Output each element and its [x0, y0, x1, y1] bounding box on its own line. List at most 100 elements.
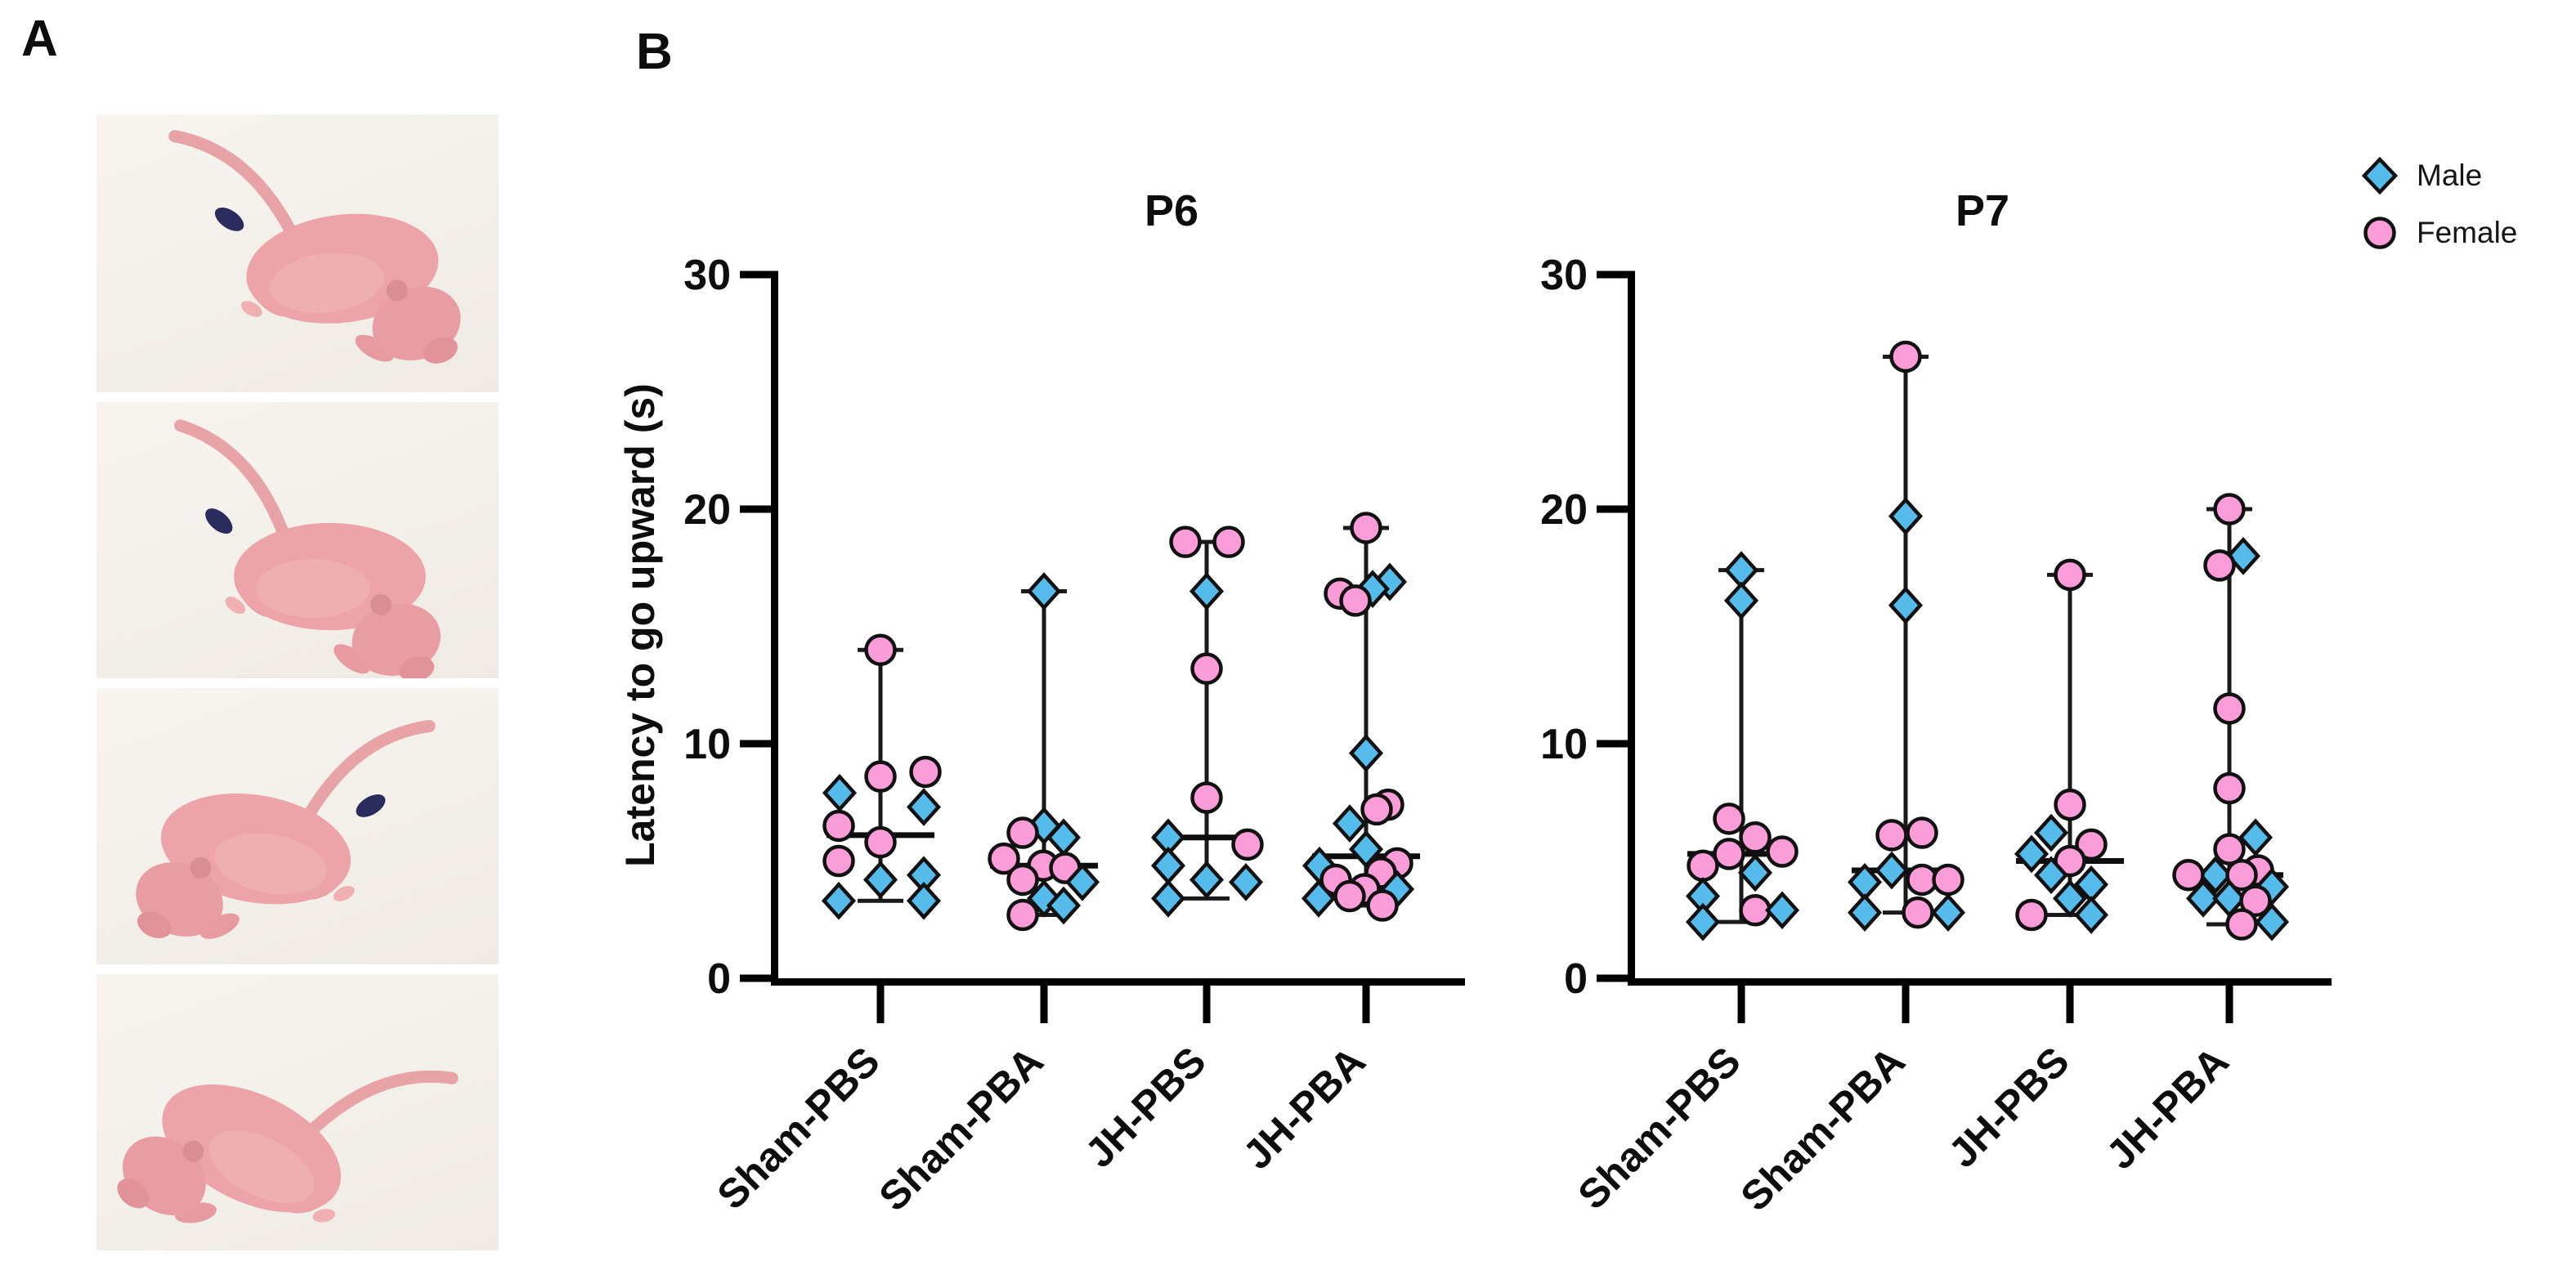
- data-point-male: [2254, 902, 2290, 941]
- ink-mark: [214, 207, 244, 231]
- data-point-male: [2225, 537, 2261, 575]
- data-point-female: [1360, 793, 1393, 826]
- data-point-male: [906, 881, 942, 920]
- category-label: Sham-PBS: [708, 1038, 888, 1218]
- legend: Male Female: [2361, 157, 2517, 252]
- data-point-female: [1713, 838, 1745, 870]
- data-point-male: [2014, 834, 2050, 874]
- data-point-female: [1366, 889, 1399, 922]
- y-tick-label: 20: [1540, 486, 1588, 534]
- female-circle-icon: [2363, 217, 2396, 249]
- data-point-male: [2197, 856, 2233, 895]
- panel-b-label: B: [636, 24, 674, 80]
- mouse-pup-photo: [96, 114, 499, 392]
- data-point-male: [1348, 830, 1384, 869]
- data-point-female: [1713, 803, 1745, 835]
- data-point-male: [2185, 879, 2221, 918]
- data-point-female: [1339, 584, 1372, 617]
- category-label: JH-PBA: [1234, 1038, 1374, 1178]
- data-point-male: [1150, 846, 1186, 885]
- y-axis-title: Latency to go upward (s): [617, 383, 663, 867]
- data-point-female: [2054, 558, 2086, 592]
- data-point-male: [1026, 572, 1062, 610]
- data-point-male: [1189, 861, 1225, 899]
- data-point-female: [1006, 816, 1039, 849]
- data-point-female: [2225, 858, 2258, 892]
- data-point-male: [1764, 891, 1800, 930]
- data-point-male: [2033, 856, 2069, 895]
- legend-item-male: Male: [2361, 157, 2517, 195]
- legend-label-male: Male: [2417, 159, 2483, 192]
- ink-mark: [205, 508, 233, 534]
- data-point-male: [1301, 879, 1337, 918]
- data-point-male: [1064, 862, 1100, 901]
- y-tick-label: 0: [1564, 955, 1588, 1003]
- y-tick-label: 30: [683, 252, 731, 299]
- data-point-female: [1739, 821, 1772, 854]
- data-point-female: [1902, 896, 1934, 929]
- data-point-female: [1906, 816, 1938, 849]
- category-label: JH-PBS: [1077, 1038, 1215, 1176]
- panel-a-label: A: [21, 11, 59, 67]
- category-label: Sham-PBA: [870, 1038, 1051, 1219]
- data-point-male: [1332, 804, 1368, 843]
- data-point-female: [1333, 879, 1366, 913]
- data-point-male: [1930, 893, 1966, 932]
- data-point-female: [2172, 858, 2205, 892]
- data-point-male: [1723, 581, 1759, 620]
- data-point-female: [864, 825, 897, 859]
- data-point-male: [822, 773, 858, 812]
- data-point-female: [822, 844, 855, 878]
- data-point-female: [2015, 898, 2048, 932]
- y-tick-label: 20: [683, 486, 731, 534]
- category-label: Sham-PBA: [1732, 1038, 1913, 1219]
- data-point-male: [1228, 862, 1264, 901]
- data-point-female: [2213, 771, 2246, 805]
- data-point-female: [988, 842, 1020, 875]
- data-point-female: [2213, 493, 2246, 525]
- data-point-male: [2052, 879, 2088, 918]
- chart-title: P6: [1145, 186, 1198, 235]
- data-point-male: [1888, 497, 1924, 535]
- data-point-male: [1046, 886, 1082, 925]
- data-point-male: [1348, 734, 1384, 772]
- mouse-pup-illustration: [136, 719, 436, 939]
- data-point-male: [1150, 879, 1186, 918]
- data-point-male: [1189, 572, 1225, 610]
- data-point-male: [2073, 896, 2109, 934]
- data-point-female: [864, 760, 897, 793]
- mouse-pup-photo: [96, 974, 499, 1250]
- data-point-male: [1685, 902, 1721, 941]
- ink-mark: [356, 794, 386, 817]
- data-point-female: [2225, 908, 2258, 941]
- category-label: JH-PBA: [2098, 1038, 2238, 1178]
- data-point-male: [1888, 586, 1924, 625]
- y-tick-label: 30: [1540, 252, 1588, 299]
- data-point-female: [1350, 512, 1382, 544]
- data-point-female: [822, 809, 855, 843]
- mouse-pup-photo: [96, 688, 499, 964]
- data-point-female: [1169, 525, 1202, 558]
- data-point-female: [1932, 863, 1964, 897]
- data-point-female: [2203, 549, 2236, 582]
- mouse-pup-illustration: [117, 1070, 459, 1223]
- data-point-female: [1006, 863, 1039, 897]
- male-diamond-icon: [2361, 157, 2399, 195]
- mouse-pup-illustration: [174, 419, 441, 678]
- data-point-female: [909, 755, 942, 789]
- legend-item-female: Female: [2361, 214, 2517, 252]
- data-point-female: [1006, 898, 1039, 932]
- data-point-female: [2213, 833, 2246, 865]
- data-point-female: [2054, 788, 2086, 821]
- data-point-female: [1687, 849, 1719, 882]
- data-point-female: [1766, 835, 1799, 868]
- data-point-male: [1847, 893, 1883, 932]
- data-point-male: [1737, 853, 1773, 892]
- chart-title: P7: [1956, 186, 2009, 235]
- y-tick-label: 10: [1540, 721, 1588, 768]
- data-point-female: [2239, 884, 2272, 918]
